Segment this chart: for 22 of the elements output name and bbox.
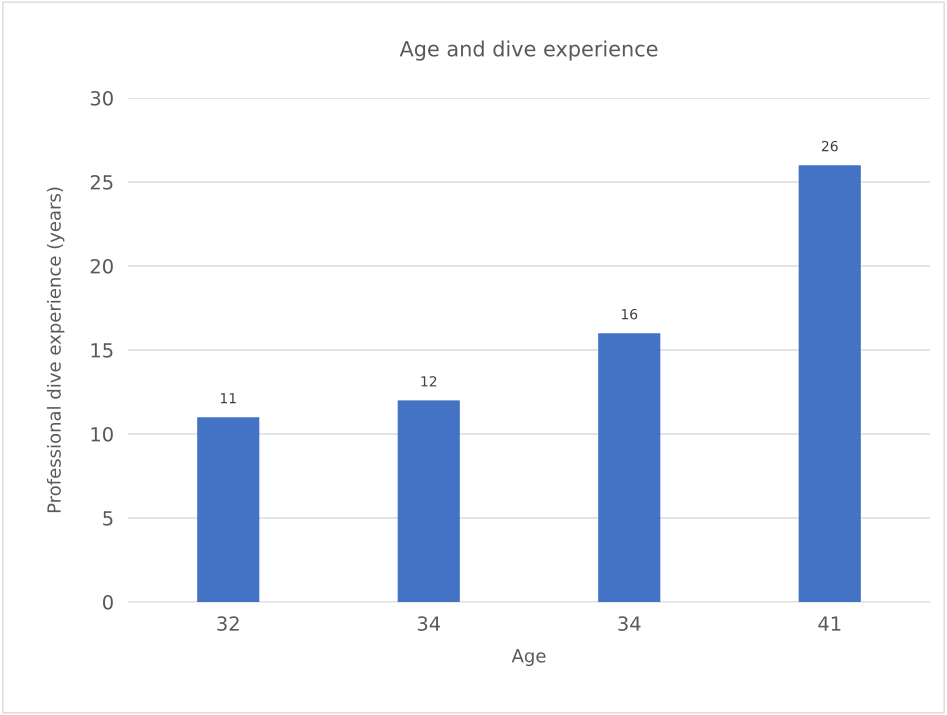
data-label: 11 bbox=[220, 393, 236, 404]
data-label: 26 bbox=[822, 140, 838, 152]
x-tick-label: 32 bbox=[217, 616, 239, 631]
bar bbox=[798, 165, 861, 602]
bar bbox=[197, 417, 260, 602]
x-tick-label: 34 bbox=[418, 616, 440, 631]
data-label: 16 bbox=[622, 308, 638, 320]
chart-title: Age and dive experience bbox=[400, 40, 658, 61]
data-label: 12 bbox=[421, 376, 436, 386]
y-axis-title: Professional dive experience (years) bbox=[46, 188, 64, 512]
y-tick-label: 25 bbox=[90, 174, 112, 190]
y-tick-label: 5 bbox=[103, 511, 112, 526]
y-tick-label: 10 bbox=[92, 426, 113, 442]
y-tick-label: 20 bbox=[90, 258, 113, 274]
x-tick-label: 34 bbox=[618, 616, 641, 631]
x-tick-label: 41 bbox=[818, 616, 840, 631]
y-tick-label: 0 bbox=[103, 594, 113, 610]
x-axis-title: Age bbox=[512, 649, 546, 666]
y-tick-label: 30 bbox=[90, 90, 113, 106]
bar bbox=[598, 333, 660, 602]
y-tick-label: 15 bbox=[92, 343, 112, 358]
bar bbox=[398, 400, 460, 602]
